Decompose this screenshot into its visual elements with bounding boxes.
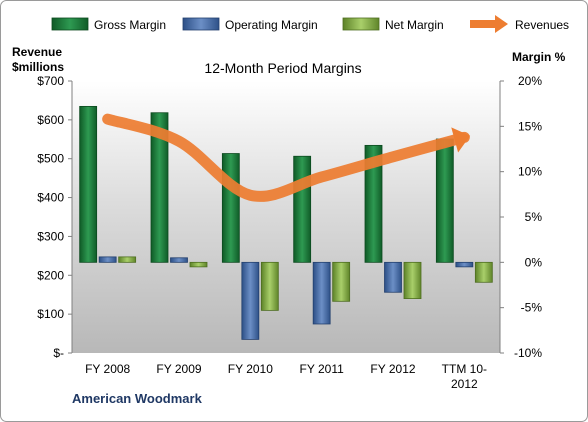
category-label: FY 2012 <box>370 362 415 376</box>
left-tick-label: $- <box>53 346 64 360</box>
category-label: FY 2008 <box>85 362 130 376</box>
operating-margin-legend-label: Operating Margin <box>225 18 318 32</box>
net-margin-bar <box>403 261 422 300</box>
revenues-legend-label: Revenues <box>515 18 569 32</box>
right-tick-label: 0% <box>525 255 543 269</box>
right-axis-label: Margin % <box>512 50 566 64</box>
net-margin-bar <box>118 256 137 263</box>
right-tick-label: -5% <box>521 301 543 315</box>
gross-margin-bar <box>150 112 169 263</box>
left-axis-label-line-1: Revenue <box>12 45 62 59</box>
right-tick-label: 5% <box>525 210 543 224</box>
right-tick-label: 15% <box>518 119 542 133</box>
net-margin-bar <box>260 261 279 311</box>
operating-margin-bar <box>241 261 260 340</box>
gross-margin-bar <box>435 138 454 263</box>
revenue-line-path <box>102 113 470 202</box>
chart-title: 12-Month Period Margins <box>204 60 361 76</box>
category-label: TTM 10- <box>442 362 487 376</box>
left-tick-label: $100 <box>37 307 64 321</box>
gross-margin-bar <box>221 153 240 263</box>
revenues-legend-arrow <box>495 15 508 33</box>
left-tick-label: $300 <box>37 229 64 243</box>
right-tick-label: 20% <box>518 74 542 88</box>
net-margin-bar <box>189 261 208 268</box>
right-axis: -10% -5% 0% 5% 10% 15% 20% <box>499 74 543 360</box>
left-tick-label: $700 <box>37 74 64 88</box>
net-margin-legend-swatch <box>342 17 380 31</box>
left-tick-label: $200 <box>37 268 64 282</box>
category-label: FY 2009 <box>156 362 201 376</box>
category-label: 2012 <box>451 377 478 391</box>
left-tick-label: $400 <box>37 191 64 205</box>
company-name: American Woodmark <box>72 391 203 406</box>
operating-margin-bar <box>455 261 474 268</box>
right-tick-label: -10% <box>514 346 542 360</box>
category-label: FY 2010 <box>228 362 273 376</box>
left-tick-label: $600 <box>37 113 64 127</box>
operating-margin-bar <box>312 261 331 325</box>
gross-margin-bar <box>293 155 312 263</box>
net-margin-legend-label: Net Margin <box>385 18 444 32</box>
gross-margin-legend-label: Gross Margin <box>94 18 166 32</box>
net-margin-bar <box>332 261 351 302</box>
revenue-line <box>102 113 471 202</box>
operating-margin-legend-swatch <box>182 17 220 31</box>
category-label: FY 2011 <box>300 362 345 376</box>
operating-margin-bar <box>170 257 188 263</box>
operating-margin-bar <box>384 261 402 293</box>
left-tick-label: $500 <box>37 152 64 166</box>
bars <box>79 105 493 340</box>
gross-margin-bar <box>79 105 98 263</box>
left-axis: $- $100 $200 $300 $400 $500 $600 $700 <box>37 74 73 360</box>
operating-margin-bar <box>98 256 117 263</box>
revenue-arrowhead <box>451 127 471 153</box>
gross-margin-legend-swatch <box>51 17 89 31</box>
right-tick-label: 10% <box>518 165 542 179</box>
legend: Gross Margin Operating Margin Net Margin Re… <box>51 15 569 33</box>
net-margin-bar <box>474 261 493 283</box>
gross-margin-bar <box>364 144 383 263</box>
category-axis: FY 2008 FY 2009 FY 2010 FY 2011 FY 2012 TTM 1… <box>85 362 487 391</box>
left-axis-label-line-2: $millions <box>12 60 64 74</box>
